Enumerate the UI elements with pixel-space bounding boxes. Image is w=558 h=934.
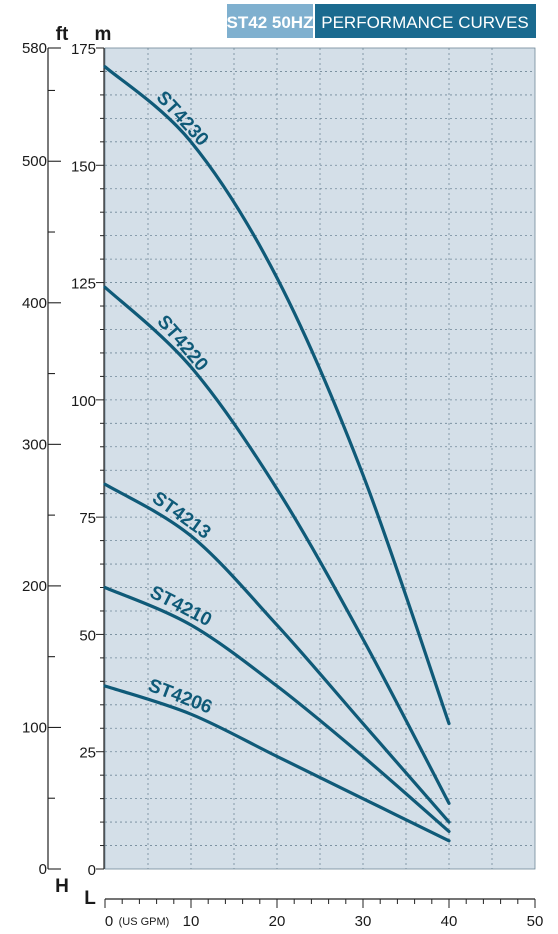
- m-tick-label: 100: [71, 393, 96, 410]
- x-tick-label: 50: [527, 913, 544, 930]
- x-tick-label: 0: [105, 913, 113, 930]
- m-axis-label: m: [95, 24, 112, 45]
- curve-st4206: [103, 684, 451, 843]
- x-tick-label: 20: [269, 913, 286, 930]
- m-tick-label: 175: [71, 41, 96, 58]
- chart-header: ST42 50HZ PERFORMANCE CURVES: [227, 4, 536, 38]
- m-tick-label: 125: [71, 276, 96, 293]
- curve-layer: [103, 65, 451, 843]
- title-label-bg: [315, 4, 536, 38]
- x-tick-label: 10: [183, 913, 200, 930]
- model-label: ST42 50HZ: [227, 13, 314, 32]
- curve-st4230: [103, 65, 451, 726]
- ft-tick-label: 580: [22, 40, 47, 57]
- ft-tick-label: 300: [22, 436, 47, 453]
- ft-tick-label: 400: [22, 295, 47, 312]
- ft-tick-label: 0: [39, 861, 47, 878]
- grid-layer: [104, 47, 536, 870]
- m-tick-label: 0: [88, 862, 96, 879]
- m-tick-label: 75: [79, 510, 96, 527]
- ft-axis-label: ft: [56, 24, 69, 45]
- curve-st4213: [103, 482, 451, 824]
- curve-st4210: [103, 585, 451, 834]
- model-label-bg: [227, 4, 313, 38]
- ft-tick-label: 500: [22, 153, 47, 170]
- x-tick-label: 30: [355, 913, 372, 930]
- chart-title: PERFORMANCE CURVES: [321, 13, 529, 32]
- ft-tick-label: 100: [22, 719, 47, 736]
- plot-border: [104, 47, 536, 870]
- ft-tick-label: 200: [22, 578, 47, 595]
- flow-axis-label: L: [84, 888, 96, 909]
- flow-unit-note: (US GPM): [119, 916, 170, 928]
- head-axis-label: H: [55, 876, 69, 897]
- curve-st4220: [103, 285, 451, 805]
- x-tick-label: 40: [441, 913, 458, 930]
- m-tick-label: 50: [79, 627, 96, 644]
- m-tick-label: 25: [79, 745, 96, 762]
- m-tick-label: 150: [71, 158, 96, 175]
- axis-layer: 0 100 200 300 400 500 580 0 25 50 75 100 125 150 175 0 1…: [22, 40, 543, 930]
